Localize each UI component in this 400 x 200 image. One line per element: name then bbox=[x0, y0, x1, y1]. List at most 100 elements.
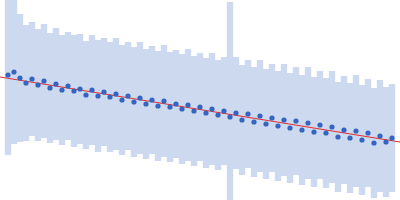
point bbox=[173, 101, 178, 106]
point bbox=[341, 127, 346, 132]
error-bar bbox=[341, 76, 347, 184]
point bbox=[383, 139, 388, 144]
error-bar bbox=[389, 84, 395, 192]
point bbox=[149, 97, 154, 102]
error-bar bbox=[47, 33, 53, 143]
point bbox=[125, 93, 130, 98]
error-bar bbox=[359, 85, 365, 195]
error-bar bbox=[365, 79, 371, 187]
error-bar bbox=[65, 32, 71, 140]
error-bar bbox=[287, 73, 293, 183]
point bbox=[167, 104, 172, 109]
error-bar bbox=[113, 38, 119, 150]
point bbox=[359, 137, 364, 142]
error-bar bbox=[17, 14, 23, 142]
error-bar bbox=[77, 34, 83, 144]
point bbox=[197, 104, 202, 109]
fit-line bbox=[0, 77, 400, 142]
error-bar bbox=[191, 56, 197, 166]
error-bar bbox=[167, 52, 173, 162]
error-bar bbox=[143, 49, 149, 159]
error-bar bbox=[197, 53, 203, 161]
point bbox=[185, 102, 190, 107]
point bbox=[377, 133, 382, 138]
error-bar bbox=[323, 78, 329, 188]
error-bar bbox=[179, 54, 185, 164]
point bbox=[101, 89, 106, 94]
point bbox=[317, 122, 322, 127]
point bbox=[29, 76, 34, 81]
point bbox=[329, 124, 334, 129]
error-bar bbox=[311, 77, 317, 187]
point bbox=[137, 95, 142, 100]
error-bar bbox=[275, 71, 281, 181]
point bbox=[179, 106, 184, 111]
point bbox=[251, 119, 256, 124]
error-bar bbox=[161, 45, 167, 157]
error-bar bbox=[335, 82, 341, 192]
plot-area bbox=[0, 0, 400, 200]
error-bar bbox=[83, 41, 89, 149]
chart bbox=[0, 0, 400, 200]
point bbox=[347, 135, 352, 140]
error-bar bbox=[245, 60, 251, 168]
point bbox=[245, 111, 250, 116]
error-bar bbox=[23, 25, 29, 141]
error-bar bbox=[11, 0, 17, 144]
point bbox=[131, 99, 136, 104]
error-bar bbox=[263, 69, 269, 179]
point bbox=[47, 85, 52, 90]
error-bar bbox=[269, 64, 275, 172]
error-bar bbox=[125, 42, 131, 150]
point bbox=[221, 108, 226, 113]
error-bar bbox=[317, 71, 323, 179]
point bbox=[281, 117, 286, 122]
error-bar bbox=[233, 57, 239, 169]
error-bar bbox=[377, 80, 383, 192]
error-bar bbox=[239, 65, 245, 175]
error-bar bbox=[251, 67, 257, 177]
point bbox=[233, 110, 238, 115]
point bbox=[311, 129, 316, 134]
error-bar bbox=[71, 35, 77, 147]
point bbox=[191, 108, 196, 113]
point bbox=[53, 81, 58, 86]
point bbox=[323, 130, 328, 135]
point bbox=[269, 115, 274, 120]
point bbox=[89, 87, 94, 92]
error-bar bbox=[101, 38, 107, 146]
point bbox=[59, 87, 64, 92]
point bbox=[371, 140, 376, 145]
error-bar bbox=[305, 67, 311, 179]
error-bar bbox=[53, 28, 59, 140]
error-bar bbox=[119, 45, 125, 155]
error-bar bbox=[299, 75, 305, 185]
error-bar bbox=[149, 46, 155, 154]
point bbox=[71, 88, 76, 93]
error-bar bbox=[227, 2, 233, 200]
point bbox=[143, 101, 148, 106]
error-bar bbox=[383, 87, 389, 197]
error-bar bbox=[353, 75, 359, 187]
error-bar bbox=[221, 57, 227, 165]
error-bar bbox=[257, 60, 263, 172]
error-bar bbox=[155, 51, 161, 161]
point bbox=[113, 91, 118, 96]
point bbox=[41, 78, 46, 83]
point bbox=[107, 94, 112, 99]
point bbox=[365, 130, 370, 135]
point bbox=[35, 82, 40, 87]
error-bar bbox=[329, 71, 335, 183]
point bbox=[203, 110, 208, 115]
point bbox=[65, 83, 70, 88]
error-bar bbox=[41, 24, 47, 138]
error-bar bbox=[371, 88, 377, 198]
point bbox=[83, 92, 88, 97]
fit-lines bbox=[0, 77, 400, 142]
points bbox=[5, 69, 394, 145]
point bbox=[77, 86, 82, 91]
error-bars bbox=[5, 0, 395, 200]
error-bar bbox=[59, 35, 65, 145]
error-bar bbox=[293, 67, 299, 175]
point bbox=[287, 125, 292, 130]
